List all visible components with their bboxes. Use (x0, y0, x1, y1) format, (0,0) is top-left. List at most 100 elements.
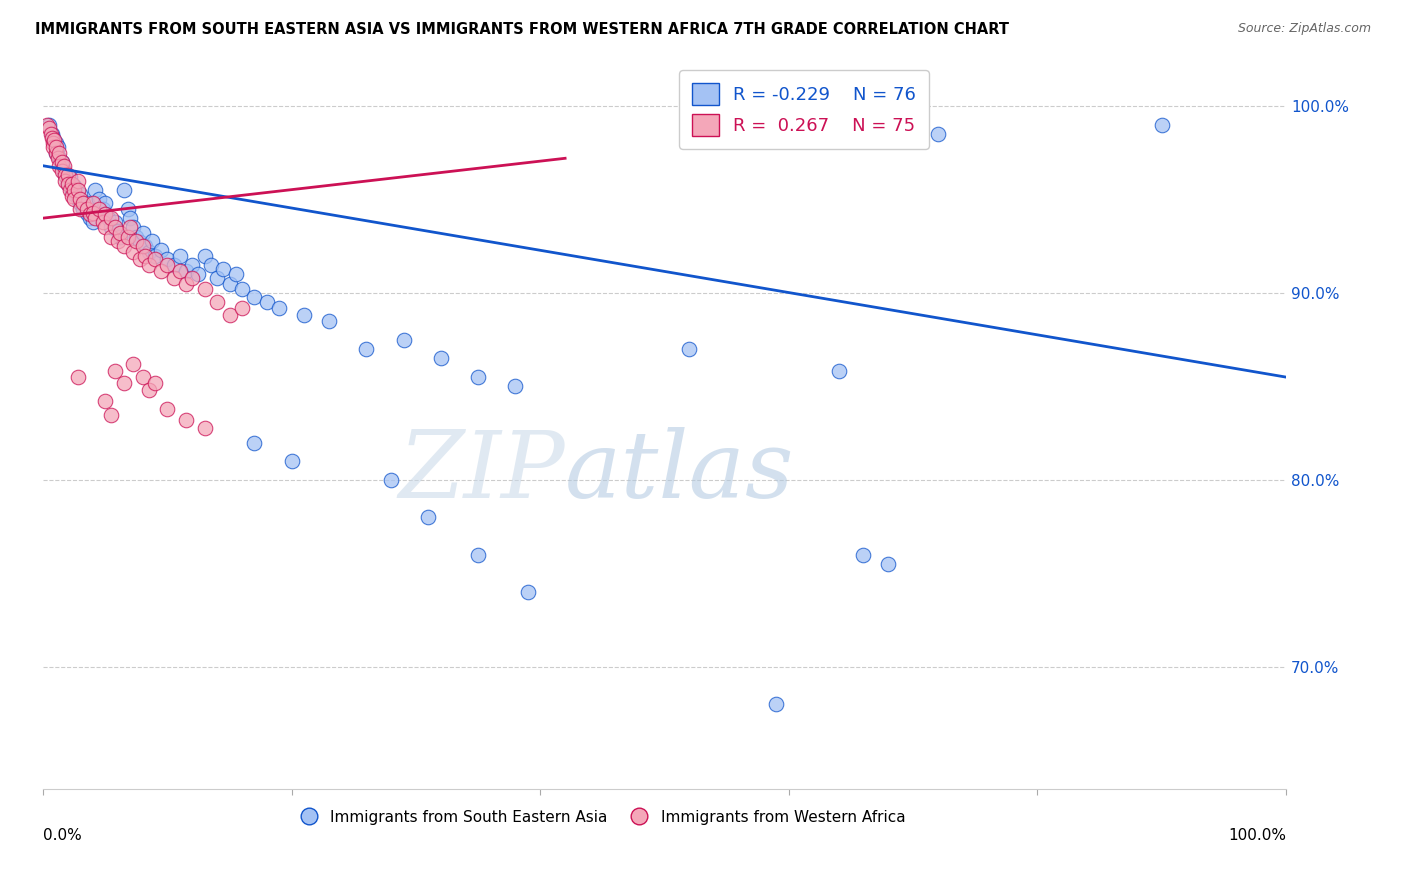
Point (1150, 118, 1173, 132)
Point (430, 351, 453, 366)
Point (134, 248, 156, 262)
Point (467, 548, 489, 562)
Point (45, 140, 67, 154)
Point (55, 168, 77, 182)
Point (120, 220, 142, 235)
Point (107, 234, 129, 248)
Point (150, 243, 173, 257)
Point (63, 193, 86, 207)
Point (516, 585, 538, 599)
Point (82, 215, 104, 229)
Point (94, 220, 117, 235)
Point (46, 151, 69, 165)
Point (156, 258, 179, 272)
Point (194, 282, 217, 296)
Point (100, 220, 122, 235)
Point (48, 151, 70, 165)
Point (45, 136, 67, 151)
Point (827, 364, 849, 378)
Point (131, 239, 153, 253)
Point (174, 263, 197, 277)
Point (877, 557, 900, 571)
Point (231, 301, 253, 315)
Point (243, 290, 266, 304)
Point (97, 211, 120, 226)
Point (108, 226, 131, 240)
Point (45, 145, 67, 160)
Point (125, 234, 148, 248)
Point (51, 164, 73, 178)
Point (94, 207, 117, 221)
Point (117, 230, 139, 244)
Point (218, 309, 240, 323)
Point (55, 168, 77, 182)
Point (41, 127, 63, 141)
Point (76, 196, 98, 211)
Text: 100.0%: 100.0% (1227, 828, 1286, 843)
Point (66, 183, 89, 197)
Point (66, 193, 89, 207)
Point (38, 121, 60, 136)
Legend: Immigrants from South Eastern Asia, Immigrants from Western Africa: Immigrants from South Eastern Asia, Immi… (294, 803, 911, 831)
Point (66, 370, 89, 384)
Point (84, 211, 107, 226)
Point (39, 127, 62, 141)
Point (269, 301, 291, 315)
Point (194, 420, 217, 434)
Point (134, 239, 156, 253)
Point (120, 211, 142, 226)
Point (181, 271, 204, 285)
Point (174, 413, 197, 427)
Point (150, 263, 173, 277)
Point (678, 342, 700, 356)
Point (69, 202, 91, 216)
Point (87, 193, 110, 207)
Point (60, 178, 83, 192)
Point (56, 174, 79, 188)
Point (765, 698, 787, 712)
Point (108, 230, 131, 244)
Point (225, 267, 247, 281)
Point (104, 220, 127, 235)
Point (121, 220, 143, 235)
Point (231, 282, 253, 296)
Point (44, 132, 66, 146)
Point (51, 159, 73, 173)
Point (927, 127, 949, 141)
Point (121, 357, 143, 371)
Point (194, 248, 217, 262)
Point (42, 140, 65, 154)
Point (100, 230, 122, 244)
Point (56, 168, 79, 182)
Point (107, 224, 129, 238)
Point (59, 169, 82, 184)
Point (69, 196, 91, 211)
Point (51, 155, 73, 169)
Point (280, 454, 302, 468)
Point (174, 277, 197, 291)
Point (94, 196, 117, 211)
Point (162, 271, 184, 285)
Point (256, 295, 278, 310)
Point (56, 178, 79, 192)
Point (79, 207, 101, 221)
Text: atlas: atlas (565, 426, 794, 516)
Point (125, 230, 148, 244)
Text: 0.0%: 0.0% (44, 828, 82, 843)
Point (76, 205, 98, 219)
Text: Source: ZipAtlas.com: Source: ZipAtlas.com (1237, 22, 1371, 36)
Point (60, 183, 83, 197)
Point (112, 376, 135, 390)
Point (143, 376, 166, 390)
Point (131, 370, 153, 384)
Point (418, 510, 440, 524)
Point (169, 263, 191, 277)
Point (243, 435, 266, 450)
Point (380, 473, 402, 487)
Point (60, 188, 83, 202)
Point (63, 179, 86, 194)
Point (84, 183, 107, 197)
Point (46, 140, 69, 154)
Point (41, 130, 63, 145)
Point (505, 379, 527, 393)
